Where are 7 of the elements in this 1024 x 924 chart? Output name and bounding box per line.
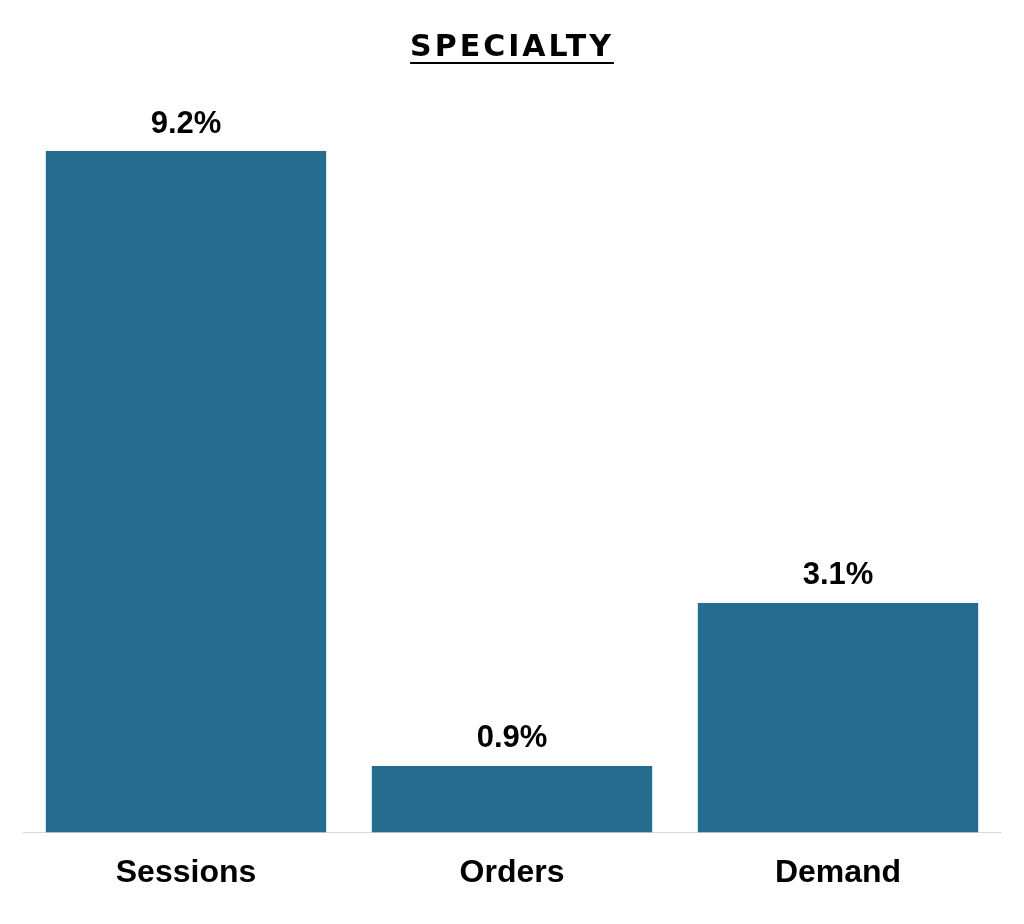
x-tick-label: Sessions (115, 852, 257, 889)
x-tick-label: Demand (774, 852, 902, 889)
data-label: 3.1% (802, 556, 874, 592)
data-label: 9.2% (150, 104, 222, 140)
data-label: 0.9% (476, 719, 548, 755)
chart-title: SPECIALTY (410, 28, 614, 63)
x-tick-label: Orders (459, 852, 565, 889)
